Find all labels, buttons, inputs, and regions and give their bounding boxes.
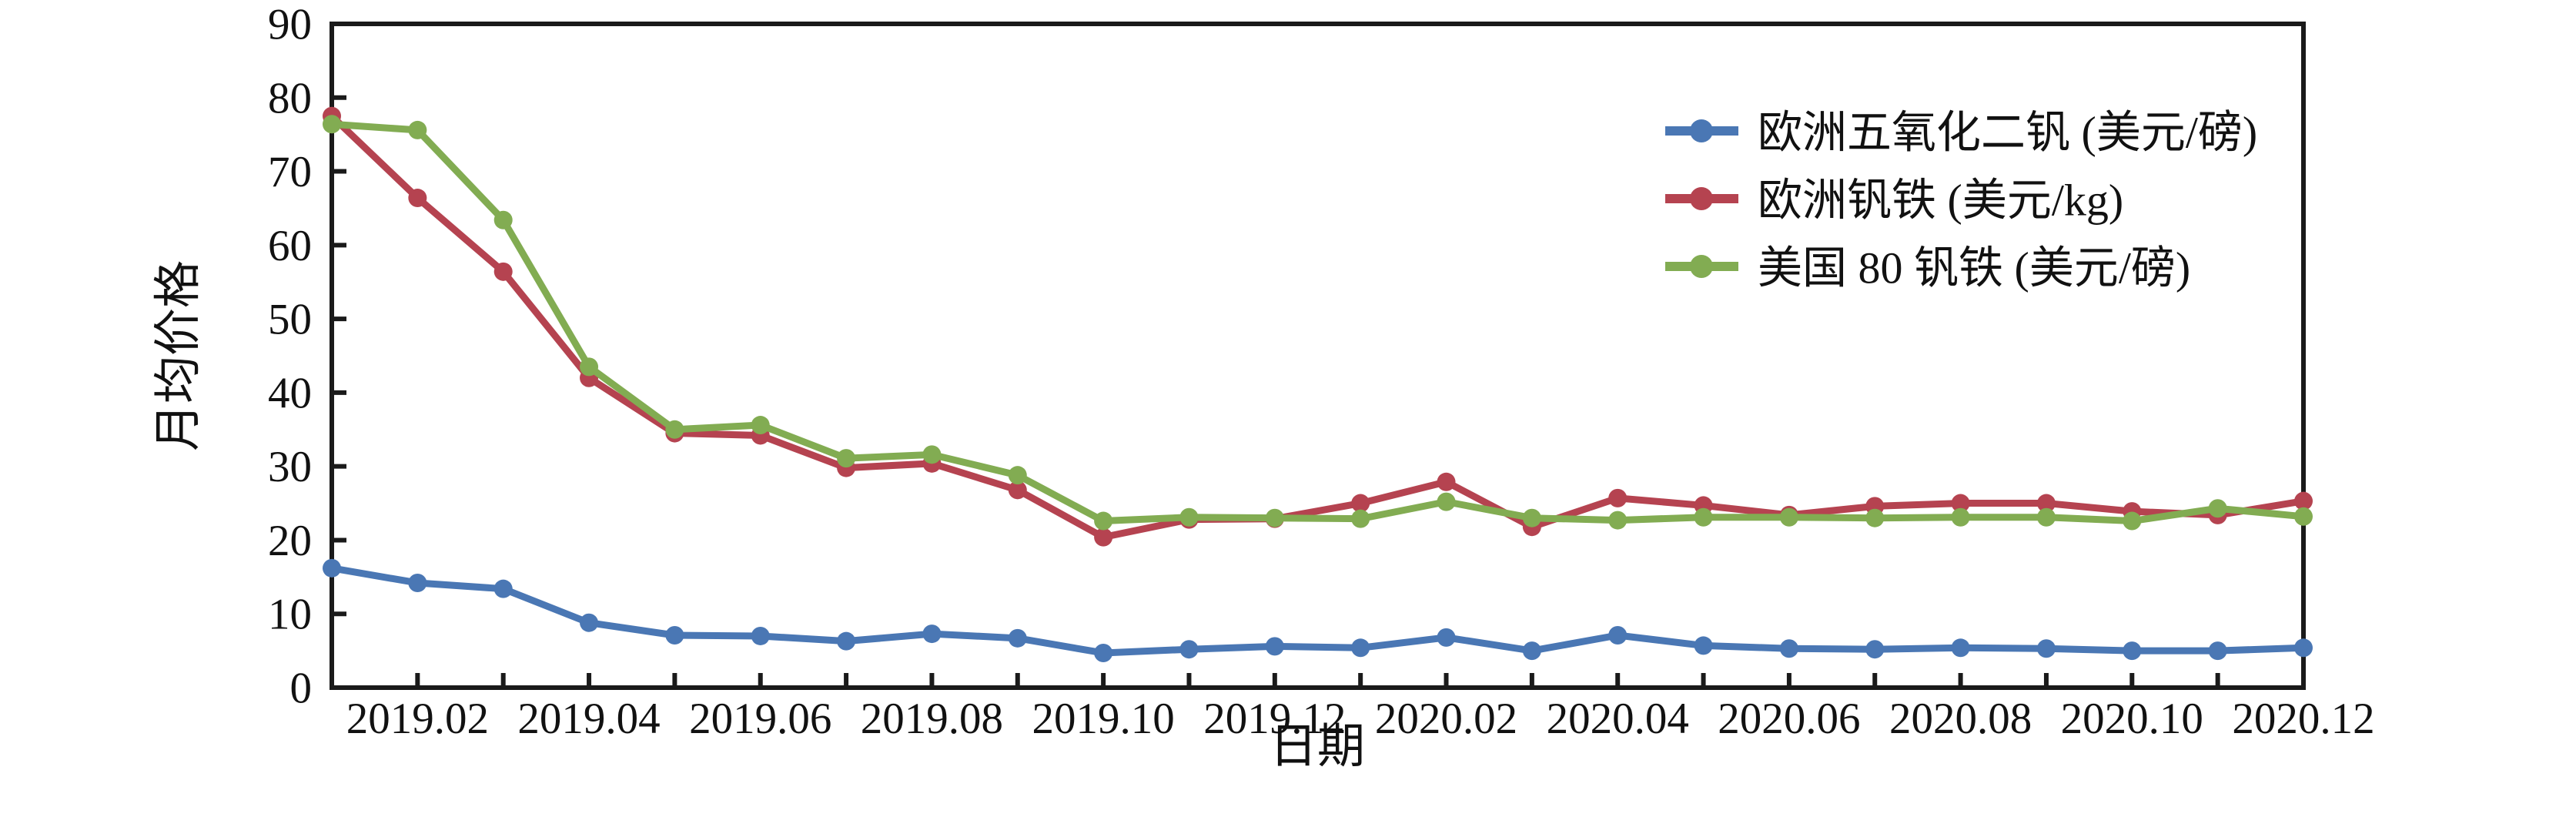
x-tick-label: 2020.06	[1718, 695, 1860, 743]
legend-label-1: 欧洲钒铁 (美元/kg)	[1758, 176, 2123, 226]
series-marker-1	[493, 262, 513, 281]
series-marker-1	[2036, 494, 2056, 513]
series-marker-0	[493, 579, 513, 598]
series-marker-0	[751, 626, 770, 645]
x-tick-label: 2019.06	[689, 695, 831, 743]
series-marker-0	[2208, 641, 2227, 661]
series-marker-1	[1608, 488, 1628, 507]
series-marker-2	[2036, 507, 2056, 527]
series-marker-0	[1694, 636, 1713, 655]
series-marker-2	[1437, 492, 1456, 511]
x-tick-label: 2019.02	[346, 695, 489, 743]
x-tick-label: 2019.04	[517, 695, 660, 743]
series-marker-0	[1779, 639, 1798, 658]
x-axis-title: 日期	[1270, 721, 1365, 773]
series-marker-2	[580, 357, 599, 377]
series-marker-2	[2294, 507, 2313, 526]
legend-label-0: 欧洲五氧化二钒 (美元/磅)	[1758, 108, 2257, 158]
data-series	[323, 106, 2313, 662]
series-marker-0	[922, 624, 942, 644]
series-marker-2	[1694, 507, 1713, 527]
series-line-0	[328, 564, 2307, 657]
series-marker-0	[408, 573, 427, 592]
plot-border	[330, 22, 2306, 690]
series-marker-1	[1351, 494, 1370, 513]
legend-marker-1	[1690, 187, 1713, 210]
y-tick-label: 30	[268, 443, 312, 491]
series-marker-0	[1951, 638, 1970, 658]
series-marker-2	[1608, 511, 1628, 530]
series-marker-1	[408, 189, 427, 208]
legend-marker-2	[1690, 255, 1713, 278]
series-marker-1	[2294, 491, 2313, 511]
chart-legend: 欧洲五氧化二钒 (美元/磅) 欧洲钒铁 (美元/kg) 美国 80 钒铁 (美元/磅…	[1665, 108, 2257, 293]
series-marker-1	[1437, 472, 1456, 491]
legend-label-2: 美国 80 钒铁 (美元/磅)	[1758, 243, 2190, 293]
series-marker-2	[922, 445, 942, 464]
series-marker-0	[837, 631, 856, 651]
series-marker-2	[1351, 509, 1370, 528]
series-marker-0	[2036, 639, 2056, 658]
series-marker-0	[1265, 637, 1284, 656]
series-marker-0	[1094, 643, 1113, 662]
series-marker-0	[1865, 640, 1885, 659]
series-marker-0	[2294, 638, 2313, 658]
series-line-1	[328, 112, 2307, 541]
legend-marker-0	[1690, 119, 1713, 142]
series-marker-2	[1008, 466, 1027, 485]
axis-tick-labels: 0 10 20 30 40 50 60 70 80 90 2019.02 2019.04 2019.06…	[268, 1, 2375, 744]
x-tick-label: 2020.04	[1547, 695, 1689, 743]
series-marker-2	[323, 115, 341, 134]
series-marker-0	[665, 625, 684, 645]
series-marker-0	[2123, 641, 2142, 661]
x-tick-label: 2019.10	[1032, 695, 1175, 743]
y-tick-label: 0	[290, 665, 313, 713]
y-tick-label: 50	[268, 296, 312, 344]
y-tick-label: 90	[268, 1, 312, 49]
x-tick-label: 2019.08	[861, 695, 1003, 743]
series-marker-0	[1008, 628, 1027, 648]
axis-ticks	[330, 22, 2306, 690]
x-tick-label: 2019.12	[1203, 695, 1346, 743]
series-marker-0	[1351, 638, 1370, 658]
series-marker-2	[2123, 511, 2142, 531]
series-marker-0	[323, 558, 341, 578]
y-tick-label: 70	[268, 148, 312, 196]
series-marker-0	[1179, 640, 1199, 659]
y-axis-title: 月均价格	[152, 260, 205, 451]
series-marker-2	[408, 120, 427, 139]
y-tick-label: 80	[268, 74, 312, 122]
series-marker-2	[1951, 507, 1970, 527]
series-marker-2	[751, 416, 770, 435]
x-tick-label: 2020.10	[2061, 695, 2203, 743]
series-marker-0	[1437, 628, 1456, 647]
series-marker-2	[665, 420, 684, 439]
series-line-2	[328, 120, 2307, 525]
series-marker-2	[1094, 511, 1113, 531]
series-marker-1	[1951, 494, 1970, 513]
series-marker-2	[837, 449, 856, 468]
series-marker-0	[1522, 641, 1541, 661]
series-marker-2	[1865, 508, 1885, 527]
series-marker-0	[1608, 625, 1628, 645]
series-marker-2	[2208, 499, 2227, 518]
x-tick-label: 2020.08	[1889, 695, 2032, 743]
x-tick-label: 2020.12	[2232, 695, 2374, 743]
series-marker-2	[1522, 508, 1541, 527]
series-marker-2	[493, 210, 513, 229]
y-tick-label: 60	[268, 222, 312, 270]
y-tick-label: 40	[268, 369, 312, 417]
series-marker-1	[1094, 527, 1113, 547]
series-marker-2	[1179, 507, 1199, 527]
series-marker-2	[1265, 508, 1284, 527]
series-marker-1	[1008, 480, 1027, 500]
series-marker-2	[1779, 507, 1798, 527]
series-marker-0	[580, 613, 599, 632]
x-tick-label: 2020.02	[1375, 695, 1517, 743]
y-tick-label: 10	[268, 591, 312, 639]
y-tick-label: 20	[268, 517, 312, 565]
